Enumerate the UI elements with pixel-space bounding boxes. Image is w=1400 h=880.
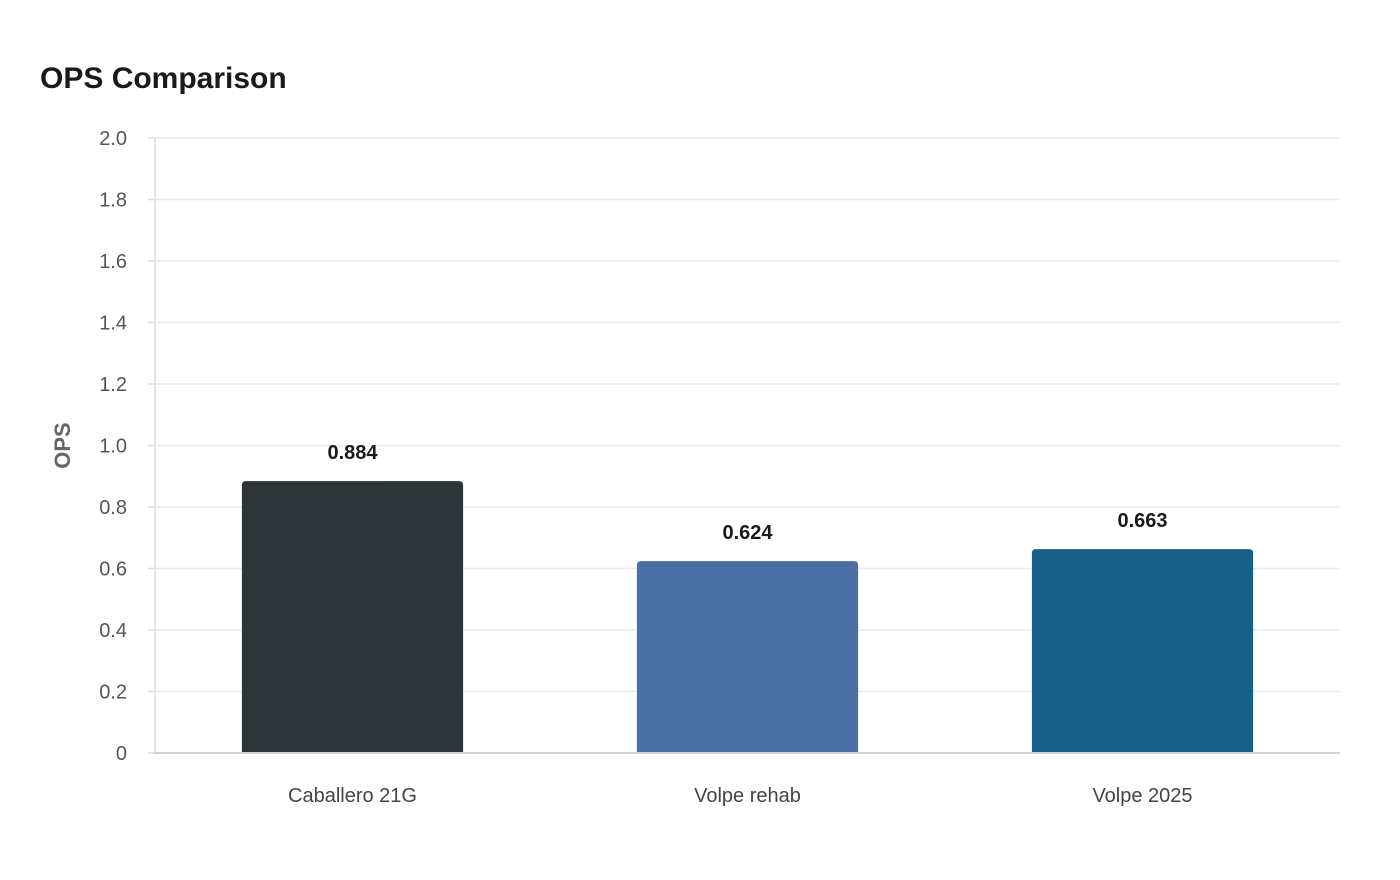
x-category-label: Caballero 21G (288, 785, 417, 807)
bar-volpe-rehab (636, 561, 859, 753)
y-tick-label: 0 (116, 743, 127, 765)
bar-volpe-2025 (1031, 549, 1254, 753)
y-tick-label: 0.6 (99, 559, 127, 581)
y-tick-label: 1.6 (99, 251, 127, 273)
x-category-label: Volpe 2025 (1092, 785, 1192, 807)
chart-title: OPS Comparison (40, 62, 287, 95)
y-tick-label: 0.8 (99, 497, 127, 519)
data-label: 0.624 (722, 522, 773, 544)
y-tick-label: 1.4 (99, 313, 127, 335)
x-axis-categories: Caballero 21G Volpe rehab Volpe 2025 (288, 785, 1193, 807)
bars (241, 481, 1254, 753)
x-category-label: Volpe rehab (694, 785, 801, 807)
y-tick-label: 1.0 (99, 436, 127, 458)
y-tick-label: 1.2 (99, 374, 127, 396)
bar-caballero-21g (241, 481, 464, 753)
y-axis-title: OPS (50, 422, 75, 468)
data-label: 0.663 (1117, 510, 1167, 532)
y-tick-label: 1.8 (99, 190, 127, 212)
y-tick-label: 0.4 (99, 620, 127, 642)
y-axis-ticks: 0 0.2 0.4 0.6 0.8 1.0 1.2 1.4 1.6 1.8 2.0 (99, 128, 155, 765)
data-label: 0.884 (327, 442, 378, 464)
y-tick-label: 2.0 (99, 128, 127, 150)
y-tick-label: 0.2 (99, 682, 127, 704)
data-labels: 0.884 0.624 0.663 (327, 442, 1167, 544)
